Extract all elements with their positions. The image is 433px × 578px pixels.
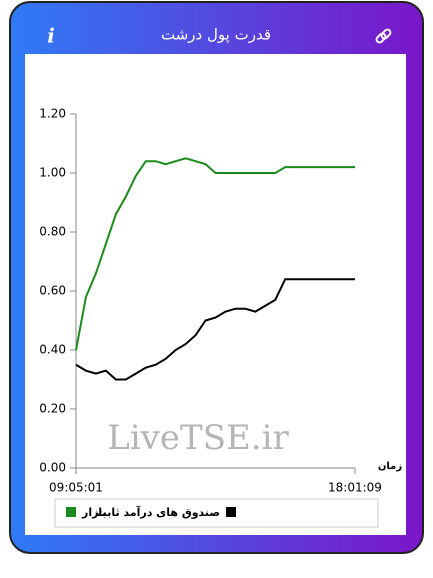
series-line: [75, 157, 355, 351]
y-tick-label: 0.60: [39, 284, 66, 298]
x-axis-label: زمان: [378, 461, 402, 472]
watermark: LiveTSE.ir: [107, 418, 289, 458]
legend-swatch: [226, 507, 236, 517]
info-icon[interactable]: i: [47, 24, 55, 48]
y-tick-label: 0.20: [39, 402, 66, 416]
legend: [54, 498, 379, 528]
panel: [25, 54, 406, 535]
link-icon[interactable]: [375, 28, 392, 44]
legend-label: صندوق های درآمد ثابت: [96, 505, 220, 519]
x-tick-label: 18:01:09: [328, 481, 382, 495]
legend-label: بازار: [81, 506, 107, 519]
y-tick-label: 0.40: [39, 343, 66, 357]
x-tick-label: 09:05:01: [49, 481, 103, 495]
legend-swatch: [66, 507, 76, 517]
series-line: [75, 278, 355, 381]
y-tick-label: 0.00: [39, 461, 66, 475]
header-title: قدرت پول درشت: [161, 26, 271, 45]
y-tick-label: 1.00: [39, 166, 66, 180]
y-tick-label: 0.80: [39, 225, 66, 239]
y-tick-label: 1.20: [39, 107, 66, 121]
